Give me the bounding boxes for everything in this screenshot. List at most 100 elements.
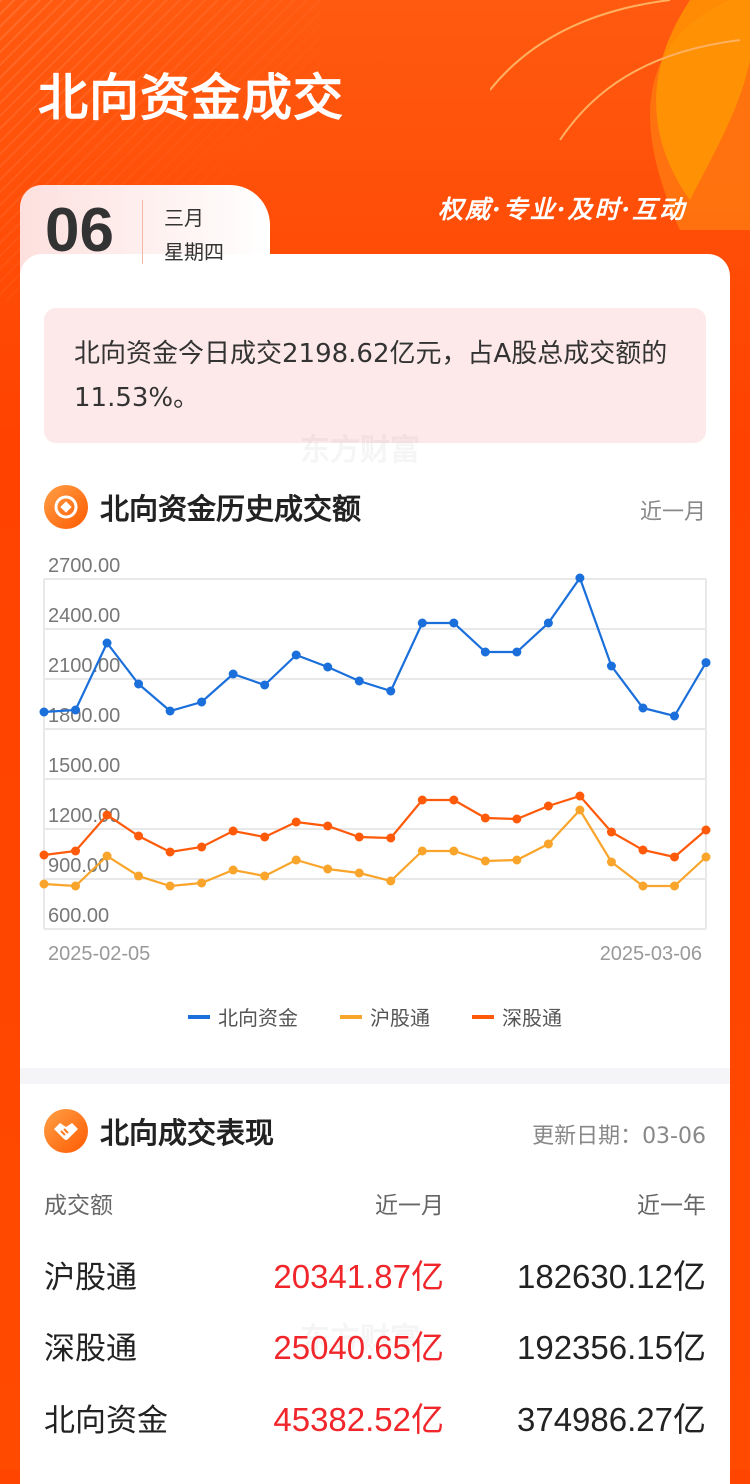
data-point <box>543 801 553 811</box>
data-point <box>260 832 270 842</box>
range-selector[interactable]: 近一月 <box>639 500 706 525</box>
row-month: 25040.65亿 <box>273 1329 444 1366</box>
row-year: 374986.27亿 <box>517 1401 706 1438</box>
data-point <box>417 795 427 805</box>
data-point <box>197 842 207 852</box>
data-point <box>449 846 459 856</box>
series-line-1 <box>43 808 707 888</box>
data-point <box>575 573 585 583</box>
date-day: 06 <box>45 196 114 265</box>
data-point <box>386 833 396 843</box>
data-point <box>638 703 648 713</box>
row-month: 20341.87亿 <box>273 1258 444 1295</box>
data-point <box>575 805 585 815</box>
data-point <box>480 647 490 657</box>
series-line-2 <box>43 794 707 859</box>
data-point <box>669 881 679 891</box>
legend-swatch <box>340 1014 362 1019</box>
content-card <box>20 254 730 1484</box>
performance-title: 北向成交表现 <box>100 1116 275 1150</box>
legend-label: 北向资金 <box>218 1006 298 1030</box>
legend-item-sh[interactable]: 沪股通 <box>340 1002 430 1031</box>
data-point <box>134 679 144 689</box>
watermark: 东方财富 <box>300 425 420 469</box>
data-point <box>543 618 553 628</box>
data-point <box>701 852 711 862</box>
row-month: 45382.52亿 <box>273 1401 444 1438</box>
data-point <box>575 791 585 801</box>
page-title: 北向资金成交 <box>38 69 344 127</box>
data-point <box>323 662 333 672</box>
y-tick-label: 2700.00 <box>48 555 120 577</box>
header-month: 近一月 <box>375 1193 444 1219</box>
data-point <box>102 851 112 861</box>
data-point <box>638 881 648 891</box>
section-divider <box>20 1068 730 1084</box>
legend-swatch <box>472 1014 494 1019</box>
series-line-0 <box>43 575 707 718</box>
data-point <box>291 650 301 660</box>
y-tick-label: 600.00 <box>48 905 109 927</box>
row-name: 沪股通 <box>44 1259 137 1296</box>
data-point <box>606 857 616 867</box>
data-point <box>291 817 301 827</box>
watermark: 东方财富 <box>300 1314 420 1358</box>
data-point <box>512 814 522 824</box>
data-point <box>260 871 270 881</box>
summary-box: 北向资金今日成交2198.62亿元，占A股总成交额的11.53%。 <box>44 308 706 443</box>
data-point <box>71 846 81 856</box>
legend-label: 沪股通 <box>370 1006 430 1030</box>
data-point <box>417 846 427 856</box>
data-point <box>354 676 364 686</box>
data-point <box>102 810 112 820</box>
legend-item-northbound[interactable]: 北向资金 <box>188 1002 298 1031</box>
legend-item-sz[interactable]: 深股通 <box>472 1002 562 1031</box>
handshake-icon <box>44 1109 88 1153</box>
data-point <box>260 680 270 690</box>
data-point <box>606 661 616 671</box>
ribbon-decoration <box>490 0 750 230</box>
divider <box>142 200 143 264</box>
update-date: 更新日期：03-06 <box>532 1124 706 1149</box>
row-year: 192356.15亿 <box>517 1329 706 1366</box>
y-tick-label: 1500.00 <box>48 755 120 777</box>
history-header: 北向资金历史成交额 <box>44 485 361 529</box>
header-year: 近一年 <box>637 1193 706 1219</box>
data-point <box>417 618 427 628</box>
data-point <box>134 871 144 881</box>
data-point <box>291 855 301 865</box>
y-tick-label: 2100.00 <box>48 655 120 677</box>
data-point <box>449 618 459 628</box>
y-tick-label: 2400.00 <box>48 605 120 627</box>
data-point <box>669 711 679 721</box>
legend-label: 深股通 <box>502 1006 562 1030</box>
data-point <box>323 864 333 874</box>
data-point <box>701 658 711 668</box>
table-row: 深股通 25040.65亿 192356.15亿 <box>44 1321 706 1369</box>
data-point <box>197 878 207 888</box>
data-point <box>165 881 175 891</box>
data-point <box>71 705 81 715</box>
data-point <box>449 795 459 805</box>
data-point <box>39 707 49 717</box>
data-point <box>228 826 238 836</box>
slogan: 权威·专业·及时·互动 <box>438 195 687 224</box>
data-point <box>386 686 396 696</box>
data-point <box>102 638 112 648</box>
row-name: 深股通 <box>44 1330 137 1367</box>
data-point <box>480 813 490 823</box>
data-point <box>134 831 144 841</box>
data-point <box>606 827 616 837</box>
chart-legend: 北向资金 沪股通 深股通 <box>0 1002 750 1031</box>
data-point <box>165 706 175 716</box>
y-tick-label: 900.00 <box>48 855 109 877</box>
data-point <box>669 852 679 862</box>
data-point <box>386 876 396 886</box>
data-point <box>480 856 490 866</box>
data-point <box>354 868 364 878</box>
data-point <box>71 881 81 891</box>
x-tick-label: 2025-02-05 <box>48 943 150 965</box>
date-weekday: 星期四 <box>164 240 224 264</box>
data-point <box>638 845 648 855</box>
data-point <box>228 865 238 875</box>
